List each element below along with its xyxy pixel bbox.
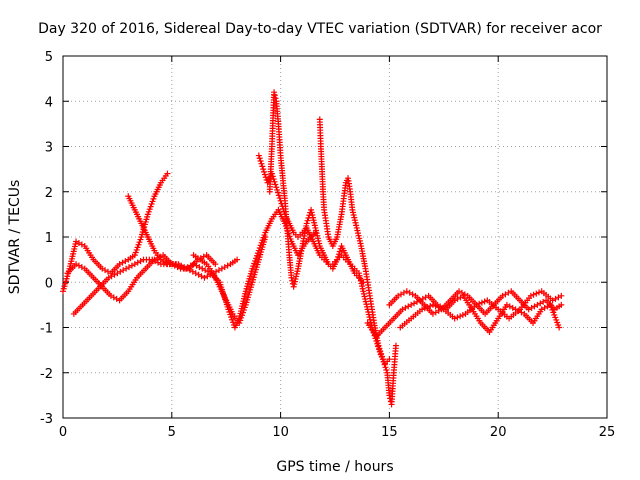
y-tick-label: 2 [45,186,53,201]
data-point [451,315,458,322]
data-point [457,313,464,320]
x-tick-label: 0 [59,425,67,440]
data-point [279,203,286,210]
data-point [261,171,268,178]
data-point [270,176,277,183]
series-track-k [190,234,269,326]
data-point [288,274,295,281]
data-points [60,89,565,408]
data-point [272,95,279,102]
x-tick-label: 25 [599,425,616,440]
data-point [476,300,483,307]
data-point [260,166,267,173]
data-point [419,306,426,313]
data-point [212,261,219,268]
y-tick-label: 5 [45,50,53,65]
data-point [429,301,436,308]
data-point [280,205,287,212]
y-axis-label: SDTVAR / TECUs [7,180,23,295]
data-point [481,298,488,305]
data-point [276,195,283,202]
data-point [271,178,278,185]
data-point [383,367,390,374]
y-tick-label: -1 [40,322,53,337]
data-point [375,343,382,350]
data-point [527,292,534,299]
data-point [262,234,269,240]
y-tick-label: 4 [45,95,53,110]
data-point [438,305,445,312]
data-point [421,305,428,312]
data-point [558,292,565,299]
data-point [375,346,382,353]
data-point [304,217,311,224]
data-point [530,291,537,298]
data-point [478,299,485,306]
data-point [336,248,343,255]
data-point [268,170,275,177]
data-point [271,89,278,96]
chart-title: Day 320 of 2016, Sidereal Day-to-day VTE… [38,21,602,37]
data-point [424,304,431,311]
data-point [273,184,280,191]
data-point [376,348,383,355]
data-point [258,160,265,167]
data-point [269,173,276,180]
data-point [432,303,439,310]
data-point [556,324,563,331]
data-point [255,152,262,159]
y-tick-label: -2 [40,367,53,382]
y-tick-label: -3 [40,412,53,427]
data-point [277,197,284,204]
series-track-a [60,170,171,295]
data-point [281,208,288,215]
data-point [392,342,399,349]
data-point [289,277,296,284]
x-tick-label: 5 [168,425,176,440]
data-point [427,303,434,310]
series-track-c [70,256,241,317]
data-point [454,314,461,321]
data-point [234,256,241,263]
data-point [435,304,442,311]
data-point [259,163,266,170]
data-point [386,356,393,363]
series-track-d [64,252,219,304]
y-tick-label: 0 [45,276,53,291]
data-point [278,200,285,207]
data-point [473,301,480,308]
data-point [164,170,171,177]
data-point [536,289,542,296]
data-point [274,189,281,196]
data-point [533,290,540,297]
data-point [262,174,269,181]
series-track-g [255,152,393,367]
x-tick-label: 10 [272,425,289,440]
y-tick-label: 3 [45,141,53,156]
data-point [271,92,278,99]
data-point [275,192,282,199]
data-point [256,155,263,162]
x-tick-label: 15 [381,425,398,440]
data-point [459,312,466,319]
data-point [261,168,268,175]
y-tick-label: 1 [45,231,53,246]
x-tick-label: 20 [490,425,507,440]
data-point [374,340,381,347]
data-point [257,157,264,164]
data-point [272,181,279,188]
data-point [558,301,565,308]
series-track-j [397,288,565,331]
data-point [274,186,281,193]
x-axis-label: GPS time / hours [276,459,393,475]
axis-ticks: 0 5 10 15 20 25 -3 -2 -1 0 1 2 3 4 5 [40,50,615,440]
